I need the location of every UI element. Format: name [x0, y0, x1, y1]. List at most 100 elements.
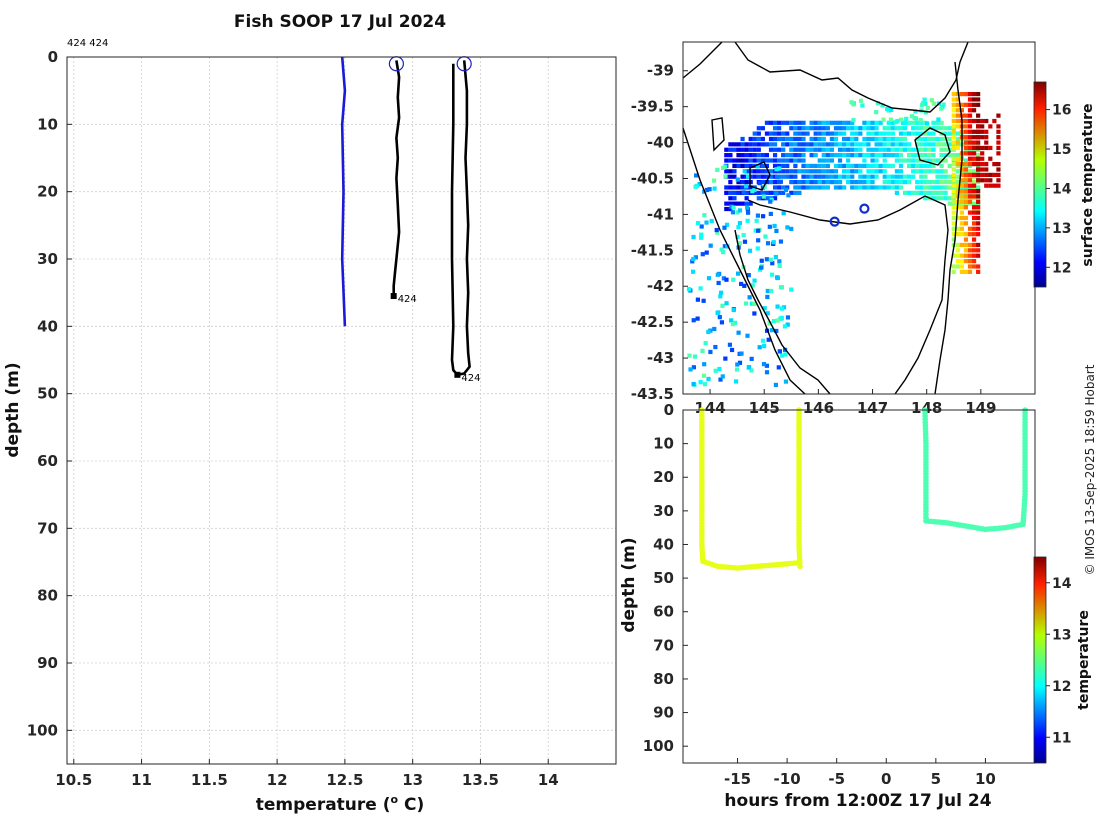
map-sst-cell — [785, 163, 790, 169]
map-sst-cell — [959, 205, 964, 210]
map-sst-cell — [825, 179, 830, 185]
map-sst-cell — [789, 158, 794, 163]
map-sst-cell — [971, 172, 977, 177]
map-x-tick-label: 149 — [965, 399, 996, 417]
section-x-tick-label: 0 — [881, 770, 891, 788]
map-sst-cell — [980, 135, 985, 140]
map-sst-cell — [971, 135, 977, 140]
map-sst-cell — [923, 179, 928, 185]
map-sst-cell — [732, 142, 737, 147]
map-sst-cell — [724, 201, 729, 206]
map-sst-cell — [886, 136, 891, 142]
map-sst-cell — [736, 185, 741, 190]
map-sst-cell — [890, 179, 895, 185]
map-sst-cell — [744, 147, 749, 152]
map-sst-cell — [763, 234, 768, 239]
coast-vic-south — [734, 41, 969, 113]
map-sst-cell — [765, 241, 771, 246]
profile-end-marker — [454, 371, 461, 378]
map-sst-cell — [821, 126, 826, 131]
map-sst-cell — [817, 136, 822, 142]
map-sst-cell — [927, 131, 932, 136]
map-sst-cell — [955, 215, 960, 221]
map-sst-cell — [732, 190, 737, 195]
map-sst-cell — [817, 163, 822, 169]
map-sst-cell — [923, 147, 928, 152]
map-sst-cell — [980, 145, 985, 151]
map-sst-cell — [833, 179, 839, 185]
map-sst-cell — [717, 315, 722, 320]
map-sst-cell — [793, 190, 798, 195]
map-sst-cell — [951, 118, 956, 124]
map-sst-cell — [939, 179, 944, 185]
map-sst-cell — [976, 97, 981, 102]
map-sst-cell — [906, 179, 912, 185]
map-sst-cell — [984, 135, 989, 140]
map-sst-cell — [927, 153, 932, 158]
map-y-tick-label: -39 — [647, 62, 674, 80]
map-sst-cell — [935, 142, 940, 147]
map-sst-cell — [774, 228, 779, 233]
map-sst-cell — [902, 158, 908, 163]
map-sst-cell — [778, 239, 784, 244]
map-sst-cell — [846, 120, 851, 125]
map-sst-cell — [886, 147, 891, 152]
map-sst-cell — [963, 205, 969, 210]
map-sst-cell — [846, 174, 851, 179]
map-sst-cell — [996, 124, 1001, 129]
map-sst-cell — [919, 185, 924, 190]
map-sst-cell — [902, 190, 908, 195]
map-sst-cell — [837, 158, 843, 163]
map-sst-cell — [955, 136, 960, 142]
map-sst-cell — [971, 232, 977, 237]
map-sst-cell — [724, 147, 729, 152]
map-sst-cell — [699, 232, 704, 237]
map-sst-cell — [821, 185, 826, 190]
map-sst-cell — [870, 158, 875, 163]
map-sst-cell — [874, 136, 879, 142]
map-sst-cell — [894, 190, 900, 195]
map-sst-cell — [756, 196, 761, 201]
map-y-ticks: -39 -39.5 -40 -40.5 -41 -41.5 -42 -42.5 -43 -43.5 — [631, 62, 688, 403]
map-sst-cell — [797, 136, 802, 142]
map-sst-cell — [846, 153, 851, 158]
map-sst-cell — [963, 269, 969, 274]
map-sst-cell — [760, 158, 765, 163]
map-sst-cell — [777, 166, 782, 171]
map-sst-cell — [817, 158, 822, 163]
map-sst-cell — [712, 186, 717, 191]
map-sst-cell — [984, 140, 989, 145]
map-sst-cell — [890, 120, 895, 125]
map-sst-cell — [797, 126, 802, 131]
map-sst-cell — [729, 318, 734, 323]
map-sst-cell — [760, 163, 765, 169]
map-sst-cell — [759, 265, 764, 270]
map-sst-cell — [706, 376, 711, 382]
map-sst-cell — [842, 131, 847, 136]
map-sst-cell — [809, 120, 814, 125]
map-sst-cell — [882, 174, 887, 179]
map-sst-cell — [866, 142, 871, 147]
map-sst-cell — [706, 276, 712, 281]
map-sst-cell — [739, 281, 744, 287]
map-sst-cell — [939, 136, 944, 142]
map-sst-cell — [775, 175, 780, 180]
map-sst-cell — [801, 174, 806, 179]
map-sst-cell — [789, 179, 794, 185]
map-sst-cell — [931, 185, 936, 190]
map-sst-cell — [894, 126, 900, 131]
map-sst-cell — [911, 120, 916, 125]
map-sst-cell — [971, 108, 977, 113]
map-sst-cell — [980, 178, 985, 183]
map-sst-cell — [797, 153, 802, 158]
map-sst-cell — [874, 185, 879, 190]
map-sst-cell — [772, 120, 778, 125]
map-sst-cell — [777, 163, 782, 169]
profile-end-label: 424 — [461, 373, 480, 384]
map-sst-cell — [793, 126, 798, 131]
map-sst-cell — [971, 140, 977, 145]
map-sst-cell — [906, 131, 912, 136]
map-sst-cell — [988, 178, 993, 183]
map-sst-cell — [850, 147, 855, 152]
map-sst-cell — [996, 113, 1001, 118]
